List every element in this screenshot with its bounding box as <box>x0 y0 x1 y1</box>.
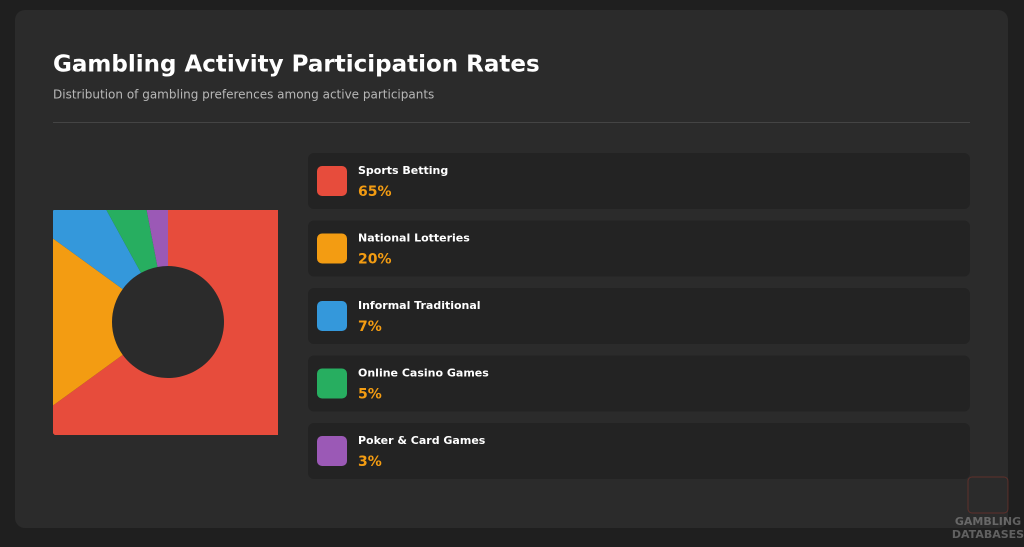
legend-item <box>308 355 970 412</box>
legend-value: 20% <box>358 252 392 268</box>
legend-label: Sports Betting <box>358 164 448 177</box>
legend-label: National Lotteries <box>358 232 470 245</box>
legend-value: 7% <box>358 319 382 335</box>
legend-item <box>308 153 970 209</box>
legend-label: Online Casino Games <box>358 367 489 380</box>
watermark: GAMBLING DATABASES <box>952 476 1024 541</box>
legend-swatch <box>317 166 347 196</box>
watermark-logo <box>967 476 1009 514</box>
donut-slice <box>53 210 278 435</box>
watermark-text: GAMBLING <box>955 515 1021 528</box>
legend-value: 3% <box>358 454 382 470</box>
chart-title: Gambling Activity Participation Rates <box>53 52 540 78</box>
legend-value: 5% <box>358 387 382 403</box>
donut-slice <box>53 238 123 406</box>
legend-item <box>308 220 970 277</box>
chart-subtitle: Distribution of gambling preferences amo… <box>53 88 434 102</box>
watermark-text: DATABASES <box>952 528 1024 541</box>
legend: Sports Betting 65% National Lotteries 20% In… <box>308 153 970 479</box>
legend-item <box>308 288 970 344</box>
legend-swatch <box>317 301 347 331</box>
donut-slice <box>146 210 168 267</box>
legend-swatch <box>317 436 347 466</box>
donut-slice <box>53 210 142 290</box>
legend-swatch <box>317 368 347 399</box>
legend-label: Informal Traditional <box>358 299 481 312</box>
donut <box>53 210 278 435</box>
legend-value: 65% <box>358 184 392 200</box>
legend-label: Poker & Card Games <box>358 434 486 447</box>
donut-slice <box>106 210 158 273</box>
legend-swatch <box>317 233 347 264</box>
legend-item <box>308 423 970 479</box>
